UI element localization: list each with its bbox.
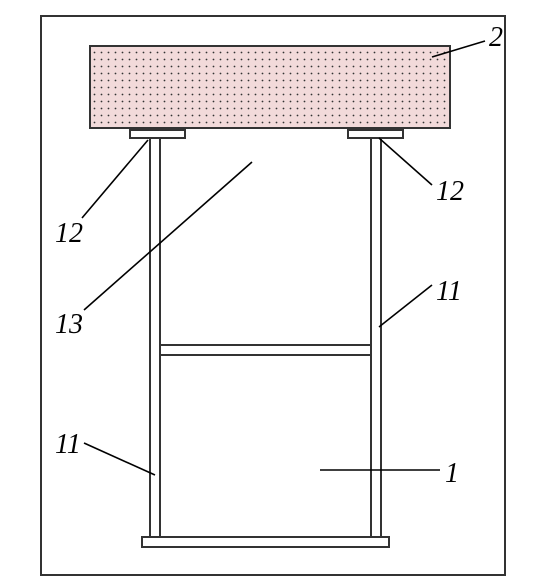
crossbar-bottom <box>142 537 389 547</box>
flange-left <box>130 130 185 138</box>
label-1: 1 <box>445 458 459 489</box>
crossbar-mid <box>160 345 371 355</box>
label-11r: 11 <box>436 276 462 307</box>
label-12r: 12 <box>436 176 464 207</box>
diagram-canvas: 212121311111 <box>0 0 541 586</box>
label-13: 13 <box>55 309 83 340</box>
leg-left <box>150 138 160 537</box>
top-block <box>90 46 450 128</box>
leg-right <box>371 138 381 537</box>
label-11l: 11 <box>55 429 81 460</box>
label-2: 2 <box>489 22 503 53</box>
flange-right <box>348 130 403 138</box>
label-12l: 12 <box>55 218 83 249</box>
